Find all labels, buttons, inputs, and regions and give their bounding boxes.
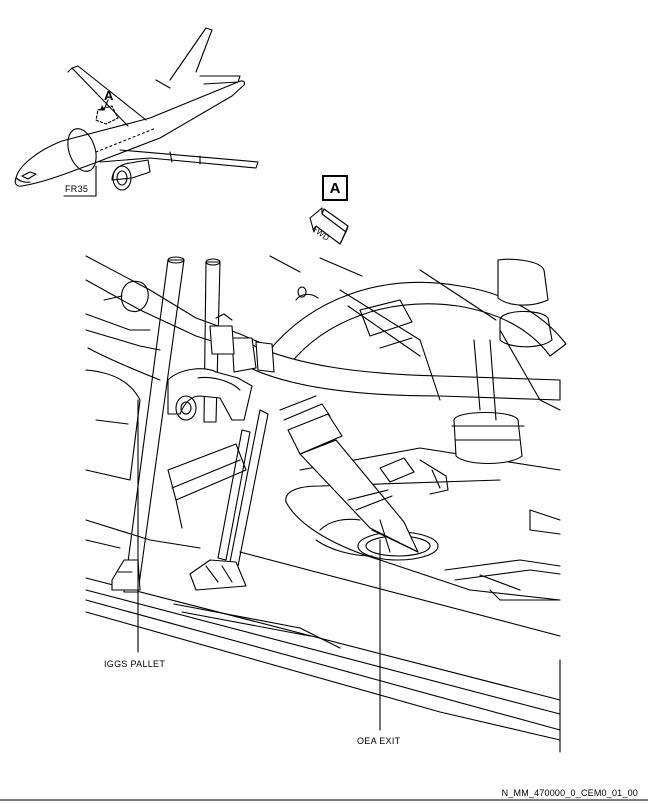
detail-view [85,255,567,753]
fwd-arrow [309,207,349,245]
aircraft-locator [14,27,259,197]
document-id: N_MM_470000_0_CEM0_01_00 [501,788,638,798]
frame-label: FR35 [65,184,89,194]
iggs-pallet-label: IGGS PALLET [104,659,166,669]
view-a-label: A [329,179,341,197]
leader-lines [137,399,381,731]
oea-exit-label: OEA EXIT [357,736,401,746]
view-a-box: A [322,175,348,201]
zone-a-label: A [104,88,114,103]
